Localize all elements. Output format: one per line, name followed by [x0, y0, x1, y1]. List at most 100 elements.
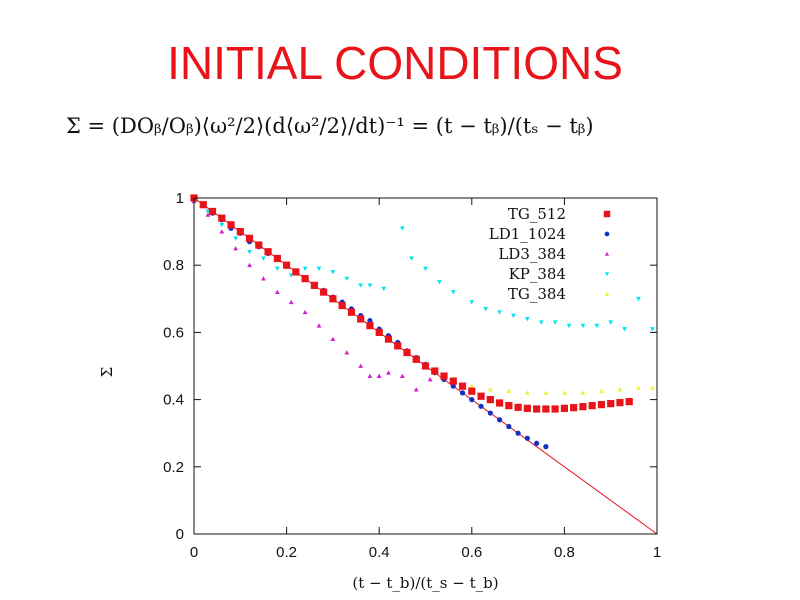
data-point: [607, 400, 615, 408]
legend-label: TG_512: [508, 205, 566, 223]
data-point: [302, 266, 308, 271]
data-point: [469, 383, 475, 389]
data-point: [367, 283, 373, 288]
y-tick-label: 0: [176, 526, 184, 543]
data-point: [394, 342, 402, 350]
legend-marker: [603, 210, 611, 218]
legend-label: TG_384: [508, 285, 566, 303]
data-point: [329, 295, 337, 303]
legend-marker: [604, 251, 610, 256]
data-point: [261, 256, 266, 261]
series-tg-512: [190, 194, 633, 413]
data-point: [219, 229, 225, 234]
data-point: [468, 387, 476, 395]
data-point: [302, 309, 308, 315]
data-point: [524, 317, 530, 322]
data-point: [316, 323, 322, 328]
data-point: [458, 382, 467, 390]
data-point: [399, 226, 405, 231]
data-point: [515, 430, 521, 436]
data-point: [367, 373, 373, 378]
data-point: [261, 276, 266, 281]
data-point: [599, 388, 604, 394]
data-point: [505, 402, 513, 410]
data-point: [580, 390, 586, 395]
data-point: [523, 404, 531, 412]
data-point: [608, 320, 614, 325]
x-tick-label: 0.8: [554, 544, 575, 561]
legend: TG_512 LD1_1024 LD3_384 KP_384 TG_384: [489, 205, 611, 303]
data-point: [649, 327, 655, 332]
legend-marker: [604, 272, 610, 277]
data-point: [534, 440, 540, 446]
data-point: [358, 283, 364, 288]
data-point: [347, 308, 356, 316]
data-point: [316, 266, 322, 271]
data-point: [330, 336, 336, 342]
data-point: [227, 221, 235, 229]
x-axis-label: (t − t_b)/(t_s − t_b): [352, 574, 498, 592]
data-point: [301, 275, 309, 283]
data-point: [366, 322, 374, 330]
data-point: [636, 296, 641, 302]
data-point: [524, 435, 530, 441]
data-point: [274, 266, 280, 271]
data-point: [344, 350, 350, 355]
legend-label: KP_384: [509, 265, 566, 283]
legend-item: KP_384: [509, 265, 610, 283]
data-point: [552, 320, 558, 325]
legend-marker: [604, 231, 610, 237]
data-point: [218, 214, 226, 222]
data-point: [381, 286, 387, 292]
series-kp-384: [191, 199, 655, 332]
data-point: [440, 372, 448, 380]
data-point: [469, 300, 475, 305]
series-ld3-384: [191, 198, 433, 392]
data-point: [579, 403, 587, 411]
data-point: [436, 280, 442, 285]
data-point: [431, 367, 439, 375]
data-point: [413, 387, 419, 392]
y-tick-label: 0.6: [163, 324, 184, 341]
data-point: [649, 385, 655, 390]
data-point: [562, 390, 567, 395]
data-point: [236, 228, 244, 236]
data-point: [233, 236, 239, 241]
data-point: [376, 373, 382, 378]
x-tick-label: 0.6: [461, 544, 482, 561]
data-point: [506, 423, 512, 430]
data-point: [247, 262, 252, 268]
axis-ticks: 0 0.2 0.4 0.6 0.8 1 0 0.2 0.4 0.6 0.8 1: [163, 190, 661, 561]
plot-border: [193, 197, 658, 535]
data-point: [330, 270, 336, 275]
data-point: [264, 248, 272, 256]
data-point: [450, 383, 456, 389]
y-tick-label: 1: [176, 190, 184, 207]
legend-item: LD3_384: [498, 245, 610, 263]
data-point: [344, 276, 350, 282]
data-point: [233, 246, 239, 251]
legend-marker: [604, 291, 610, 296]
plot-frame: [193, 197, 658, 535]
data-point: [283, 261, 291, 269]
x-tick-label: 0.4: [369, 544, 390, 561]
data-point: [483, 306, 489, 312]
data-point: [597, 401, 606, 409]
data-point: [477, 392, 485, 400]
data-point: [622, 327, 627, 332]
data-point: [403, 348, 411, 357]
data-point: [459, 390, 466, 396]
data-point: [617, 387, 623, 392]
data-point: [338, 301, 346, 310]
data-point: [551, 405, 559, 413]
data-point: [273, 254, 281, 263]
data-point: [533, 405, 541, 413]
y-axis-label: Σ: [98, 367, 116, 378]
x-tick-label: 1: [653, 544, 661, 561]
data-point: [580, 323, 586, 329]
data-point: [219, 222, 225, 228]
data-point: [245, 234, 254, 242]
legend-item: TG_512: [508, 205, 611, 223]
legend-item: LD1_1024: [489, 225, 610, 243]
